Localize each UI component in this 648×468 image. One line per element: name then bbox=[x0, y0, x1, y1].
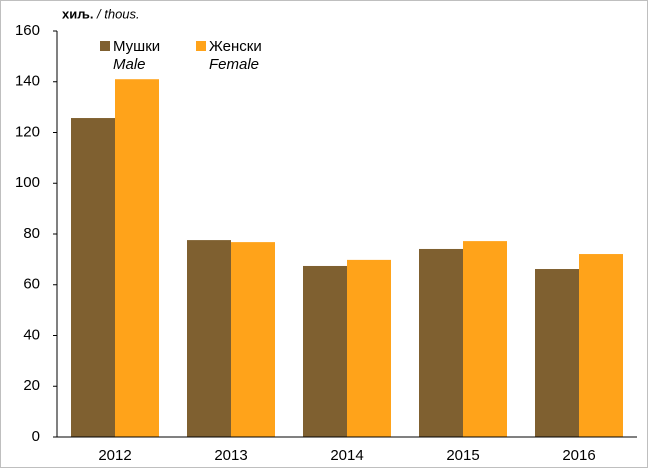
bar bbox=[115, 79, 159, 438]
legend-label-en: Female bbox=[209, 56, 259, 73]
x-tick-label: 2015 bbox=[446, 447, 479, 464]
bar bbox=[579, 254, 623, 437]
bar bbox=[463, 241, 507, 437]
bar bbox=[347, 259, 391, 437]
y-unit-english: / thous. bbox=[96, 6, 140, 21]
x-tick-label: 2014 bbox=[330, 447, 363, 464]
bar bbox=[419, 248, 463, 437]
x-tick-label: 2016 bbox=[562, 447, 595, 464]
legend-swatch bbox=[196, 41, 206, 51]
y-tick-label: 40 bbox=[23, 326, 40, 343]
y-tick-label: 100 bbox=[15, 174, 40, 191]
legend-swatch bbox=[100, 41, 110, 51]
y-tick-label: 60 bbox=[23, 276, 40, 293]
bar bbox=[535, 269, 579, 437]
y-tick-label: 0 bbox=[32, 428, 40, 445]
y-unit-local: хиљ. bbox=[62, 6, 93, 21]
legend-label: Мушки bbox=[113, 38, 160, 55]
legend-label: Женски bbox=[209, 38, 262, 55]
y-tick-label: 120 bbox=[15, 123, 40, 140]
y-tick-label: 80 bbox=[23, 225, 40, 242]
bar bbox=[231, 242, 275, 437]
x-tick-label: 2013 bbox=[214, 447, 247, 464]
bar bbox=[71, 118, 115, 437]
bar bbox=[303, 265, 347, 437]
bar bbox=[187, 240, 231, 437]
x-tick-label: 2012 bbox=[98, 447, 131, 464]
y-tick-label: 140 bbox=[15, 73, 40, 90]
y-tick-label: 160 bbox=[15, 22, 40, 39]
y-tick-label: 20 bbox=[23, 377, 40, 394]
legend-label-en: Male bbox=[113, 56, 146, 73]
